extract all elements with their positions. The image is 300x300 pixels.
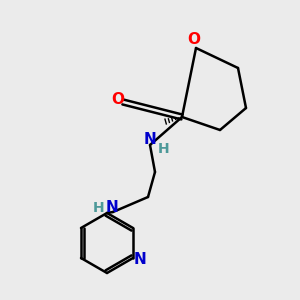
Text: N: N bbox=[134, 253, 146, 268]
Text: N: N bbox=[144, 133, 156, 148]
Text: O: O bbox=[188, 32, 200, 47]
Text: N: N bbox=[106, 200, 118, 214]
Text: H: H bbox=[158, 142, 170, 156]
Text: H: H bbox=[93, 201, 105, 215]
Text: O: O bbox=[112, 92, 124, 106]
